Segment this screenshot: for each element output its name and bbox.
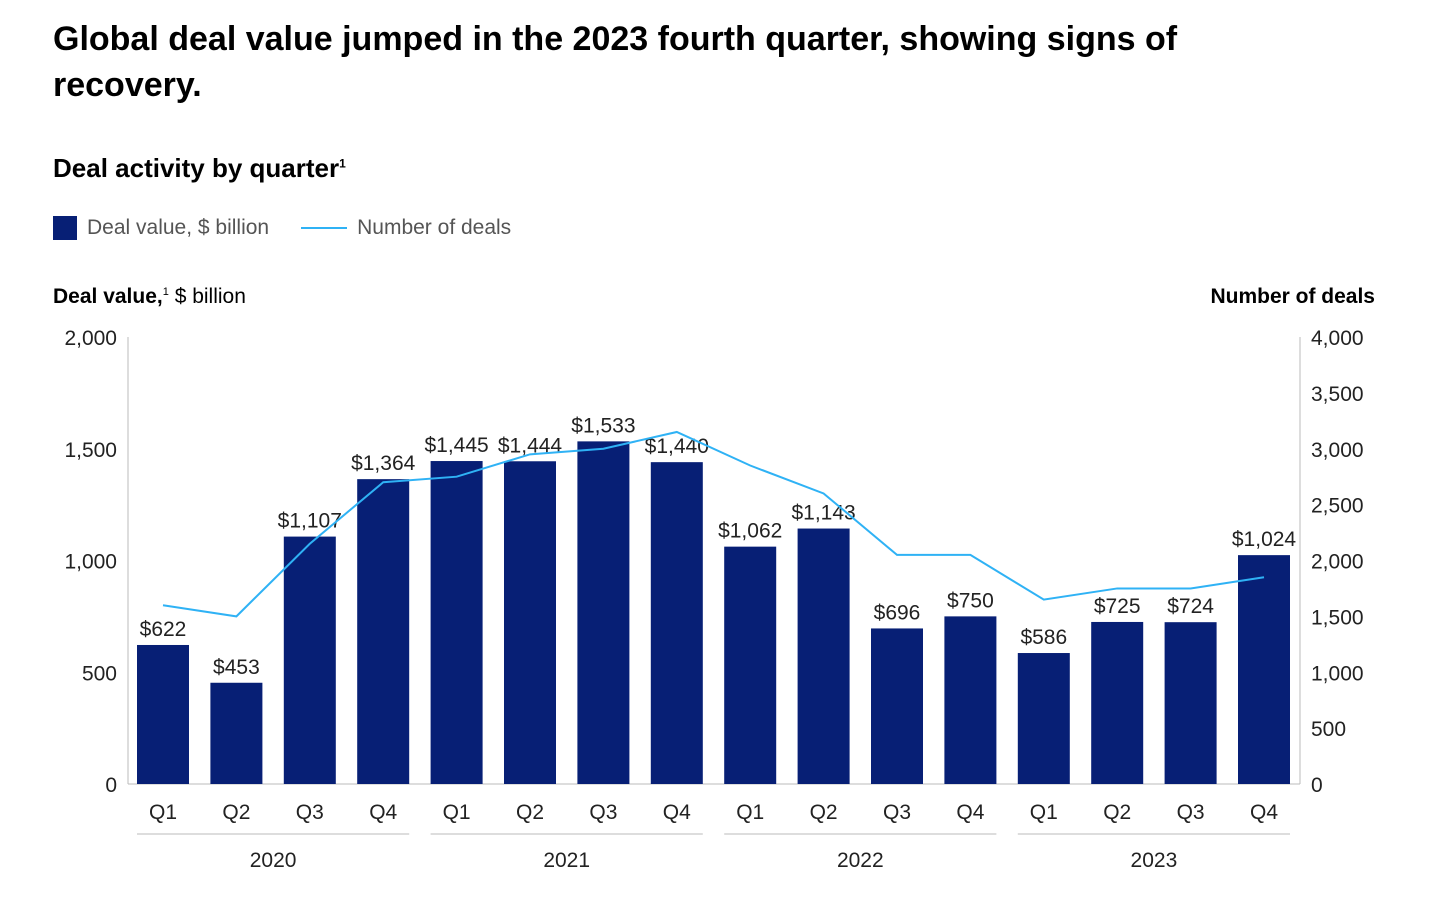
right-axis-title: Number of deals [1210,285,1375,308]
bar [724,546,777,784]
chart-subtitle: Deal activity by quarter1 [53,153,346,184]
x-tick-quarter: Q2 [1103,801,1131,824]
bar-value-label: $1,440 [645,435,709,458]
right-axis-tick: 3,000 [1311,439,1364,462]
bar-value-label: $724 [1167,595,1214,618]
x-tick-quarter: Q3 [296,801,324,824]
left-axis-title-rest: $ billion [168,285,246,308]
x-tick-quarter: Q4 [1250,801,1278,824]
x-tick-year: 2022 [837,849,884,872]
x-tick-quarter: Q3 [1177,801,1205,824]
bar [1238,555,1290,784]
right-axis-tick: 1,000 [1311,662,1364,685]
right-axis-tick: 2,000 [1311,551,1364,574]
left-axis-footnote: 1 [162,286,169,298]
bar-value-label: $453 [213,656,260,679]
bar-value-label: $1,444 [498,434,563,457]
bar [944,616,997,784]
x-tick-quarter: Q1 [1030,801,1058,824]
left-axis-tick: 0 [105,774,117,797]
bar [1164,622,1217,784]
subtitle-text: Deal activity by quarter [53,153,340,183]
x-tick-quarter: Q2 [222,801,250,824]
bar-value-label: $1,445 [424,434,488,457]
bar [1017,653,1070,784]
legend-label-number-of-deals: Number of deals [357,216,512,239]
x-tick-quarter: Q4 [663,801,691,824]
bar [137,644,189,784]
bar [1091,621,1144,784]
right-axis-tick: 500 [1311,718,1346,741]
legend: Deal value, $ billion Number of deals [53,216,511,240]
bar [504,461,556,784]
bar-value-label: $1,107 [278,510,342,533]
left-axis-tick: 1,500 [64,439,117,462]
x-tick-quarter: Q3 [589,801,617,824]
left-axis-tick: 500 [82,662,117,685]
bar [797,528,850,784]
bar [871,628,923,784]
bar-value-label: $1,062 [718,520,782,543]
bar [577,441,630,784]
x-tick-year: 2023 [1131,849,1178,872]
right-axis-tick: 3,500 [1311,383,1364,406]
bar [210,682,263,784]
bar-value-label: $1,364 [351,452,416,475]
right-axis-tick: 4,000 [1311,327,1364,350]
x-tick-quarter: Q4 [369,801,397,824]
x-tick-quarter: Q1 [443,801,471,824]
x-tick-quarter: Q2 [516,801,544,824]
left-axis-title: Deal value,1 $ billion [53,285,246,309]
right-axis-tick: 0 [1311,774,1323,797]
bar-value-label: $725 [1094,595,1141,618]
number-of-deals-line [162,430,1265,618]
chart-title: Global deal value jumped in the 2023 fou… [53,20,1178,104]
legend-bar-swatch [53,216,77,240]
bar-value-label: $622 [140,618,187,641]
bar [430,461,483,784]
x-tick-year: 2020 [250,849,297,872]
left-axis-tick: 1,000 [64,551,117,574]
right-axis-tick: 1,500 [1311,606,1364,629]
bar-value-label: $1,533 [571,414,635,437]
left-axis-tick: 2,000 [64,327,117,350]
bar [283,536,336,784]
bar [650,462,703,784]
x-tick-quarter: Q1 [149,801,177,824]
x-tick-quarter: Q4 [956,801,984,824]
x-tick-quarter: Q1 [736,801,764,824]
x-tick-year: 2021 [543,849,590,872]
left-axis-title-bold: Deal value, [53,285,163,308]
bar-value-label: $696 [874,601,921,624]
bar-value-label: $586 [1020,626,1067,649]
bar-value-label: $1,024 [1232,528,1297,551]
bar-value-label: $750 [947,589,994,612]
footnote-marker: 1 [339,156,346,171]
x-tick-quarter: Q3 [883,801,911,824]
legend-label-deal-value: Deal value, $ billion [87,216,270,239]
legend-line-swatch [301,227,348,229]
right-axis-tick: 2,500 [1311,495,1364,518]
bar [357,479,410,784]
x-tick-quarter: Q2 [810,801,838,824]
